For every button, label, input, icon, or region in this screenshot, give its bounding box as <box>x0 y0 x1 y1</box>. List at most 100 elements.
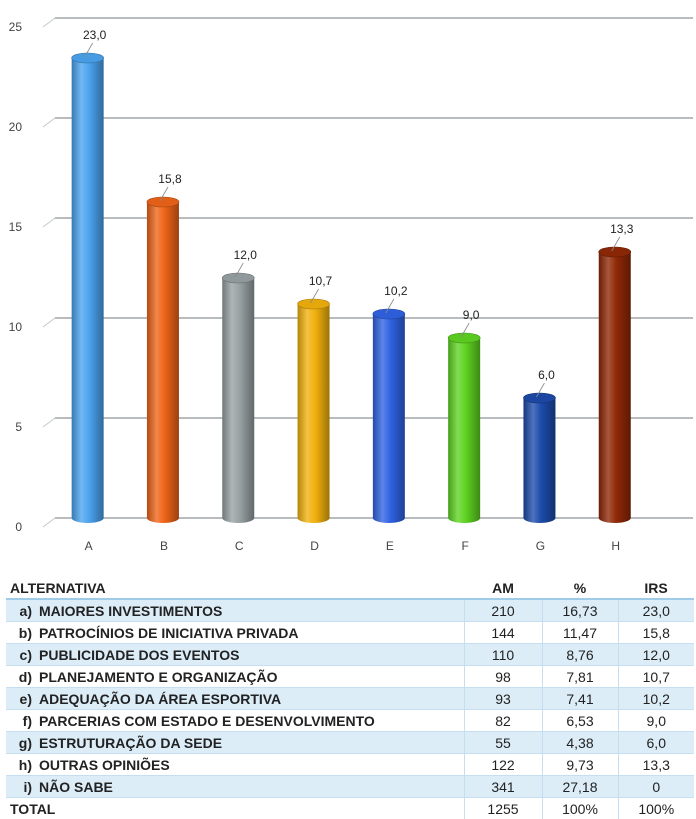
bar-body <box>72 58 104 523</box>
data-label: 13,3 <box>610 222 634 236</box>
x-tick-label: C <box>235 539 244 553</box>
row-name: PUBLICIDADE DOS EVENTOS <box>39 647 239 663</box>
bar-top <box>599 247 631 257</box>
x-tick-label: H <box>611 539 620 553</box>
table-row: d)PLANEJAMENTO E ORGANIZAÇÃO 98 7,81 10,… <box>6 666 694 688</box>
row-pct: 4,38 <box>542 732 618 754</box>
total-label: TOTAL <box>6 798 464 819</box>
table-row: a)MAIORES INVESTIMENTOS 210 16,73 23,0 <box>6 599 694 622</box>
y-tick-label: 20 <box>9 120 23 134</box>
row-irs: 0 <box>618 776 694 798</box>
row-alternative: a)MAIORES INVESTIMENTOS <box>6 599 464 622</box>
data-label: 23,0 <box>83 28 107 42</box>
data-label: 10,2 <box>384 284 408 298</box>
gridline-depth <box>43 518 55 527</box>
row-am: 144 <box>464 622 542 644</box>
row-letter: d) <box>12 669 32 685</box>
y-tick-label: 5 <box>15 420 22 434</box>
table-row: h)OUTRAS OPINIÕES 122 9,73 13,3 <box>6 754 694 776</box>
bar-body <box>147 202 179 523</box>
row-am: 210 <box>464 599 542 622</box>
bar-c <box>222 273 254 523</box>
bar-h <box>599 247 631 523</box>
row-pct: 7,81 <box>542 666 618 688</box>
x-tick-label: G <box>536 539 545 553</box>
bar-top <box>373 309 405 319</box>
header-alternativa: ALTERNATIVA <box>6 578 464 599</box>
table-row: g)ESTRUTURAÇÃO DA SEDE 55 4,38 6,0 <box>6 732 694 754</box>
table-row: e)ADEQUAÇÃO DA ÁREA ESPORTIVA 93 7,41 10… <box>6 688 694 710</box>
table-row: b)PATROCÍNIOS DE INICIATIVA PRIVADA 144 … <box>6 622 694 644</box>
data-label: 10,7 <box>309 274 333 288</box>
row-letter: b) <box>12 625 32 641</box>
row-pct: 11,47 <box>542 622 618 644</box>
total-pct: 100% <box>542 798 618 819</box>
row-irs: 23,0 <box>618 599 694 622</box>
row-irs: 13,3 <box>618 754 694 776</box>
row-am: 98 <box>464 666 542 688</box>
header-pct: % <box>542 578 618 599</box>
row-irs: 10,7 <box>618 666 694 688</box>
row-alternative: g) ESTRUTURAÇÃO DA SEDE <box>6 732 464 754</box>
gridline-depth <box>43 18 55 27</box>
gridline-depth <box>43 218 55 227</box>
bar-top <box>72 53 104 63</box>
bar-top <box>298 299 330 309</box>
row-am: 122 <box>464 754 542 776</box>
row-am: 55 <box>464 732 542 754</box>
row-pct: 16,73 <box>542 599 618 622</box>
x-tick-label: E <box>386 539 394 553</box>
row-pct: 6,53 <box>542 710 618 732</box>
header-am: AM <box>464 578 542 599</box>
row-am: 93 <box>464 688 542 710</box>
y-tick-label: 0 <box>15 520 22 534</box>
table-header-row: ALTERNATIVA AM % IRS <box>6 578 694 599</box>
total-am: 1255 <box>464 798 542 819</box>
y-tick-label: 25 <box>9 20 23 34</box>
row-name: ADEQUAÇÃO DA ÁREA ESPORTIVA <box>39 691 281 707</box>
table-row: i) NÃO SABE 341 27,18 0 <box>6 776 694 798</box>
y-tick-label: 15 <box>9 220 23 234</box>
bar-d <box>298 299 330 523</box>
row-alternative: f)PARCERIAS COM ESTADO E DESENVOLVIMENTO <box>6 710 464 732</box>
bar-body <box>373 314 405 523</box>
row-letter: i) <box>12 779 32 795</box>
row-am: 110 <box>464 644 542 666</box>
row-name: ESTRUTURAÇÃO DA SEDE <box>39 735 222 751</box>
total-irs: 100% <box>618 798 694 819</box>
row-pct: 7,41 <box>542 688 618 710</box>
bar-top <box>523 393 555 403</box>
bar-body <box>448 338 480 523</box>
data-label: 15,8 <box>158 172 182 186</box>
row-name: OUTRAS OPINIÕES <box>39 757 170 773</box>
table-row: c)PUBLICIDADE DOS EVENTOS 110 8,76 12,0 <box>6 644 694 666</box>
data-label: 12,0 <box>234 248 258 262</box>
row-irs: 12,0 <box>618 644 694 666</box>
row-letter: g) <box>12 735 32 751</box>
x-tick-label: F <box>461 539 468 553</box>
row-am: 341 <box>464 776 542 798</box>
bar-a <box>72 53 104 523</box>
data-label: 9,0 <box>463 308 480 322</box>
table-row: f)PARCERIAS COM ESTADO E DESENVOLVIMENTO… <box>6 710 694 732</box>
row-alternative: c)PUBLICIDADE DOS EVENTOS <box>6 644 464 666</box>
row-letter: a) <box>12 603 32 619</box>
gridline-depth <box>43 318 55 327</box>
gridline-depth <box>43 418 55 427</box>
bar-top <box>147 197 179 207</box>
row-letter: h) <box>12 757 32 773</box>
bar-top <box>448 333 480 343</box>
row-irs: 15,8 <box>618 622 694 644</box>
bar-b <box>147 197 179 523</box>
row-pct: 27,18 <box>542 776 618 798</box>
row-irs: 10,2 <box>618 688 694 710</box>
bars-layer <box>72 53 631 523</box>
row-alternative: i) NÃO SABE <box>6 776 464 798</box>
row-name: NÃO SABE <box>39 779 113 795</box>
bar-top <box>222 273 254 283</box>
row-alternative: h) OUTRAS OPINIÕES <box>6 754 464 776</box>
